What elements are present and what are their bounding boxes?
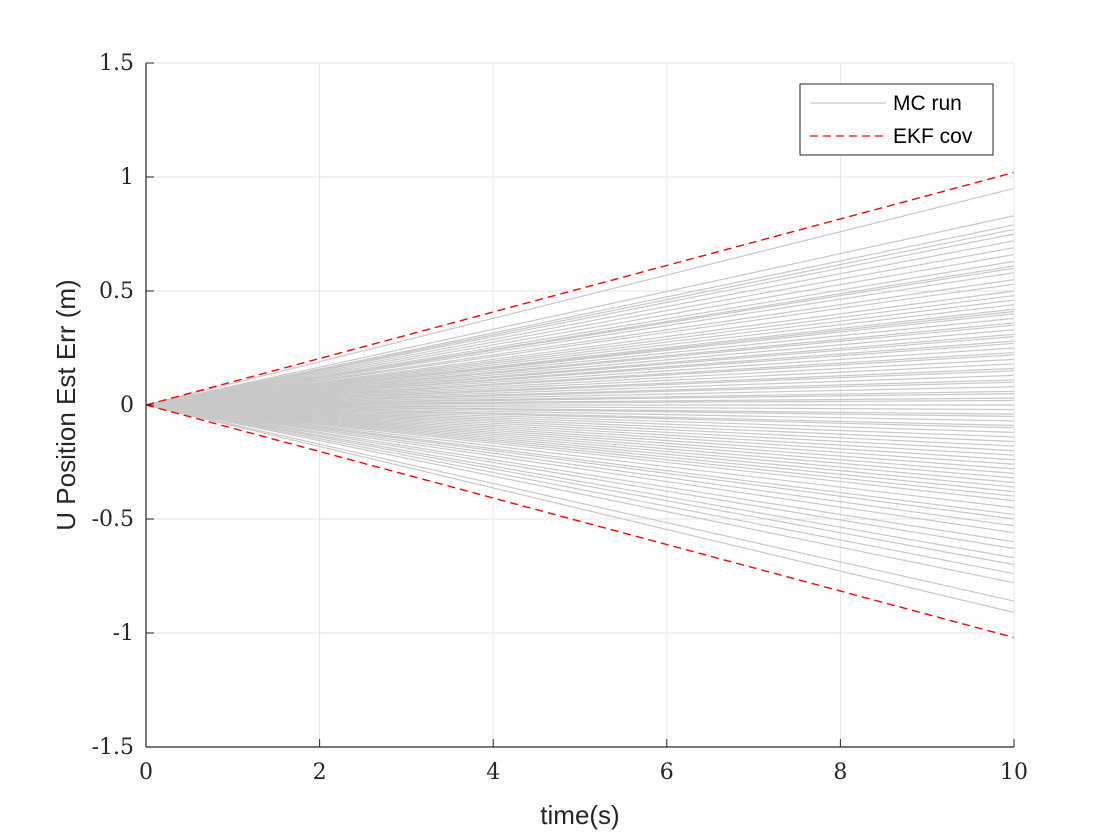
mc-run-line [145,404,1015,452]
mc-run-line [145,370,1015,406]
mc-run-line [145,272,1015,406]
mc-run-line [145,404,1015,502]
x-tick-label: 2 [313,760,327,785]
mc-run-line [145,363,1015,406]
mc-run-line [145,404,1015,429]
mc-run-line [145,215,1015,406]
mc-run-line [145,393,1015,406]
mc-run-line [145,404,1015,479]
mc-run-line [145,294,1015,406]
mc-run-line [145,404,1015,465]
mc-run-line [145,324,1015,406]
mc-run-line [145,313,1015,406]
mc-run-line [145,404,1015,509]
mc-run-line [145,304,1015,406]
mc-run-line [145,253,1015,406]
mc-run-line [145,404,1015,527]
mc-run-line [145,404,1015,438]
mc-run-line [145,247,1015,406]
mc-run-line [145,267,1015,406]
mc-run-line [145,336,1015,406]
mc-run-line [145,187,1015,406]
y-axis-label: U Position Est Err (m) [51,279,81,530]
y-tick-label: 1.5 [99,51,134,76]
legend-label-mc-run: MC run [893,92,962,115]
mc-run-line [145,279,1015,406]
x-tick-label: 0 [139,760,153,785]
mc-run-line [145,381,1015,406]
mc-run-line [145,342,1015,406]
mc-run-line [145,399,1015,406]
y-tick-label: -1 [113,621,134,646]
mc-run-line [145,404,1015,422]
mc-run-line [145,404,1015,575]
mc-run-line [145,240,1015,406]
x-ticks: 0 2 4 6 8 10 [139,739,1028,785]
mc-run-line [145,374,1015,406]
mc-run-line [145,404,1015,550]
x-tick-label: 4 [486,760,500,785]
mc-run-line [145,283,1015,406]
mc-run-line [145,404,1015,516]
mc-run-line [145,404,1015,543]
mc-run-line [145,404,1015,474]
mc-run-line [145,404,1015,461]
mc-run-line [145,404,1015,584]
y-tick-label: 0 [120,393,134,418]
mc-run-lines [145,187,1015,614]
y-tick-label: 0.5 [99,279,134,304]
legend: MC run EKF cov [799,83,994,156]
mc-run-line [145,404,1015,534]
y-tick-label: -0.5 [92,507,134,532]
y-tick-label: -1.5 [92,735,134,760]
x-tick-label: 10 [1000,760,1028,785]
mc-run-line [145,299,1015,406]
ekf-cov-lower-line [145,404,1015,639]
mc-run-line [145,404,1015,484]
mc-run-line [145,404,1015,456]
mc-run-line [145,404,1015,602]
legend-box [799,83,994,156]
x-tick-label: 8 [833,760,847,785]
x-axis-label: time(s) [540,800,619,830]
y-ticks: -1.5 -1 -0.5 0 0.5 1 1.5 [92,51,154,760]
mc-run-line [145,386,1015,406]
y-tick-label: 1 [120,165,134,190]
mc-run-line [145,404,1015,488]
mc-run-line [145,404,1015,417]
mc-run-line [145,404,1015,497]
mc-run-line [145,347,1015,406]
ekf-cov-lines [145,171,1015,639]
legend-label-ekf-cov: EKF cov [893,125,973,148]
mc-run-line [145,404,1015,411]
mc-run-line [145,233,1015,406]
mc-run-line [145,228,1015,406]
mc-run-line [145,224,1015,406]
x-tick-label: 6 [660,760,674,785]
mc-run-line [145,358,1015,406]
mc-run-line [145,404,1015,447]
mc-run-line [145,404,1015,470]
mc-run-line [145,404,1015,520]
mc-run-line [145,329,1015,406]
mc-run-line [145,404,1015,443]
mc-run-line [145,404,1015,433]
mc-run-line [145,404,1015,493]
mc-run-line [145,404,1015,559]
mc-run-line [145,404,1015,566]
mc-run-line [145,404,1015,614]
mc-run-line [145,317,1015,406]
ekf-cov-upper-line [145,171,1015,406]
mc-run-line [145,290,1015,406]
mc-run-line [145,260,1015,406]
mc-run-line [145,354,1015,406]
